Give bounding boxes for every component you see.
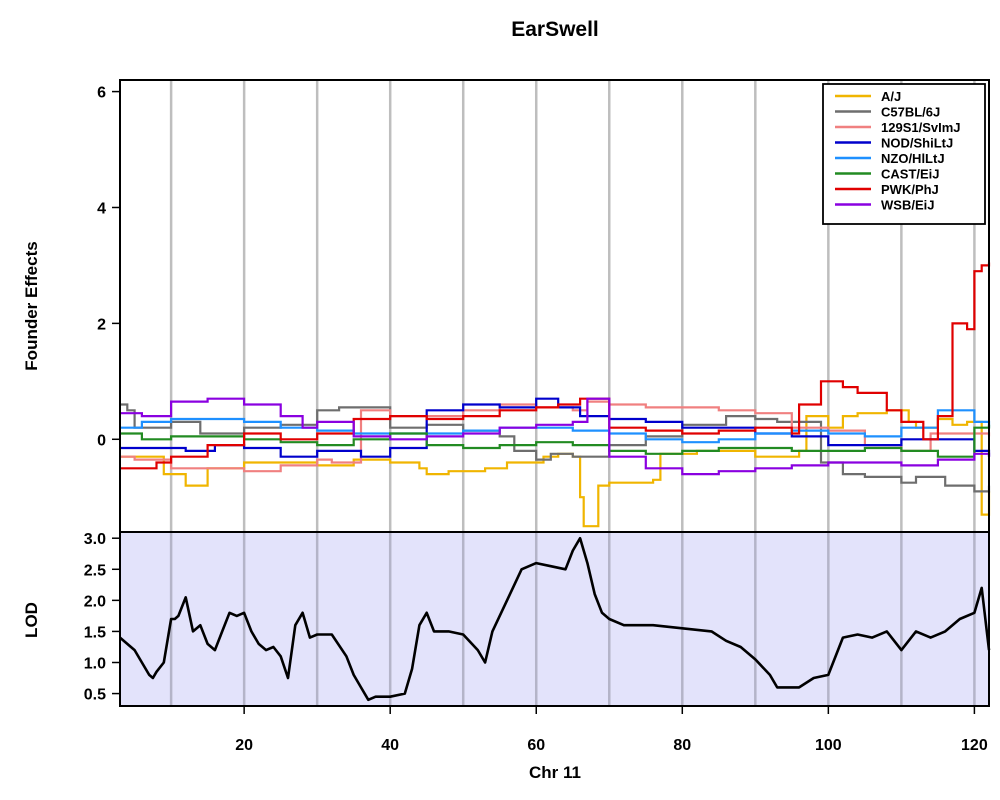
bottom-y-tick-label: 2.0 — [84, 593, 106, 610]
x-tick-label: 120 — [961, 737, 988, 754]
series-line-wsb-eij — [120, 397, 991, 476]
bottom-y-tick-label: 1.0 — [84, 656, 106, 673]
x-tick-label: 60 — [527, 737, 545, 754]
legend-label: NZO/HlLtJ — [881, 151, 945, 166]
legend-box — [822, 83, 986, 225]
bottom-y-tick-label: 3.0 — [84, 531, 106, 548]
legend-label: CAST/EiJ — [881, 167, 940, 182]
lod-line — [119, 536, 991, 702]
bottom-plot-frame — [119, 531, 990, 707]
series-line-129s1-svimj — [120, 400, 991, 473]
x-tick-label: 80 — [673, 737, 691, 754]
chart-title: EarSwell — [511, 18, 599, 41]
bottom-y-axis-label: LOD — [22, 602, 41, 638]
legend-label: NOD/ShiLtJ — [881, 136, 953, 151]
legend-label: WSB/EiJ — [881, 198, 934, 213]
series-line-a-j — [120, 409, 991, 528]
x-tick-label: 100 — [815, 737, 842, 754]
x-tick-label: 40 — [381, 737, 399, 754]
legend: A/JC57BL/6J129S1/SvImJNOD/ShiLtJNZO/HlLt… — [822, 83, 986, 225]
lod-panel: 0.5 1.0 1.5 2.0 2.5 3.0 20 40 60 80 100 120 — [84, 531, 991, 754]
legend-label: 129S1/SvImJ — [881, 120, 961, 135]
top-y-tick-label: 4 — [97, 200, 106, 217]
bottom-y-tick-label: 1.5 — [84, 624, 106, 641]
top-y-tick-label: 6 — [97, 85, 106, 102]
x-axis-label: Chr 11 — [529, 763, 581, 782]
series-line-c57bl-6j — [120, 403, 991, 493]
bottom-y-tick-label: 0.5 — [84, 687, 106, 704]
top-y-tick-label: 0 — [97, 432, 106, 449]
series-line-cast-eij — [120, 424, 991, 458]
legend-label: C57BL/6J — [881, 105, 940, 120]
legend-label: PWK/PhJ — [881, 182, 939, 197]
top-y-axis-label: Founder Effects — [22, 241, 41, 370]
legend-label: A/J — [881, 89, 901, 104]
bottom-y-tick-label: 2.5 — [84, 562, 106, 579]
x-tick-label: 20 — [235, 737, 253, 754]
series-line-nod-shiltj — [120, 397, 991, 458]
lod-background — [120, 532, 989, 706]
series-line-pwk-phj — [120, 262, 991, 470]
top-y-tick-label: 2 — [97, 316, 106, 333]
